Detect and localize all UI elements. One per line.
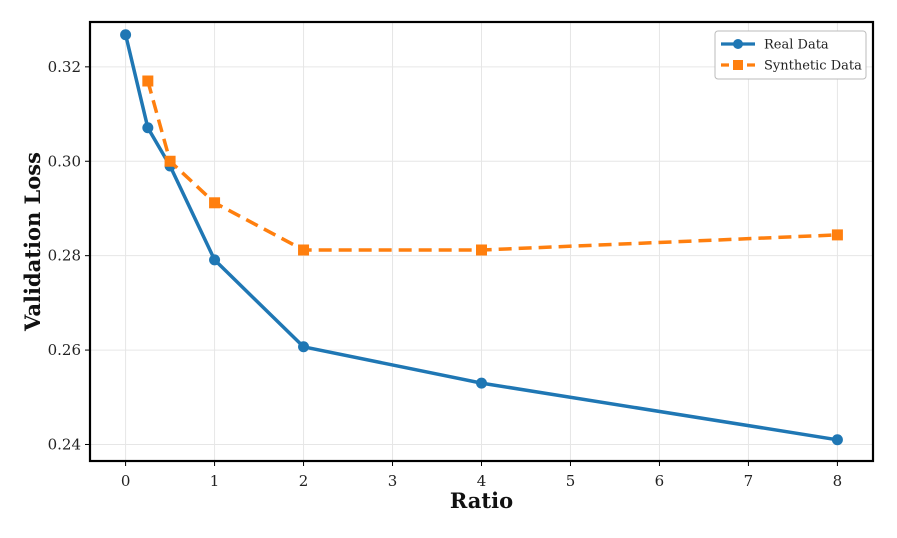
data-point [209,197,221,209]
y-axis-ticks: 0.24 0.26 0.28 0.30 0.32 [48,58,90,453]
legend-marker [733,60,743,70]
y-axis-title: Validation Loss [20,152,45,332]
data-point [831,434,843,446]
x-axis-ticks: 0 1 2 3 4 5 6 7 8 [121,461,842,490]
data-point [476,377,487,389]
data-point [209,254,221,266]
x-tick-label: 4 [477,472,487,490]
data-point [298,341,310,353]
y-tick-label: 0.28 [48,247,81,265]
data-point [831,229,843,241]
legend-marker [733,39,743,49]
data-point [298,244,310,256]
legend-item: Synthetic Data [721,59,862,74]
x-tick-label: 3 [388,472,398,490]
series-layer [120,29,843,446]
x-tick-label: 8 [833,472,843,490]
x-tick-label: 5 [566,472,576,490]
legend: Real Data Synthetic Data [714,30,867,80]
series-0 [120,29,843,446]
data-point [120,29,132,41]
x-tick-label: 6 [655,472,665,490]
legend-label: Real Data [764,38,829,53]
y-tick-label: 0.24 [48,435,81,453]
x-axis-title: Ratio [450,488,513,513]
data-point [164,155,176,167]
legend-label: Synthetic Data [764,59,862,74]
y-tick-label: 0.26 [48,341,81,359]
x-tick-label: 1 [210,472,220,490]
y-tick-label: 0.32 [48,58,81,76]
data-point [476,244,487,256]
data-point [142,75,154,87]
x-tick-label: 7 [744,472,754,490]
series-line [146,80,838,252]
legend-item: Real Data [721,38,829,53]
data-point [142,122,154,134]
series-1 [142,75,843,256]
y-tick-label: 0.30 [48,152,81,170]
x-tick-label: 2 [299,472,309,490]
x-tick-label: 0 [121,472,131,490]
